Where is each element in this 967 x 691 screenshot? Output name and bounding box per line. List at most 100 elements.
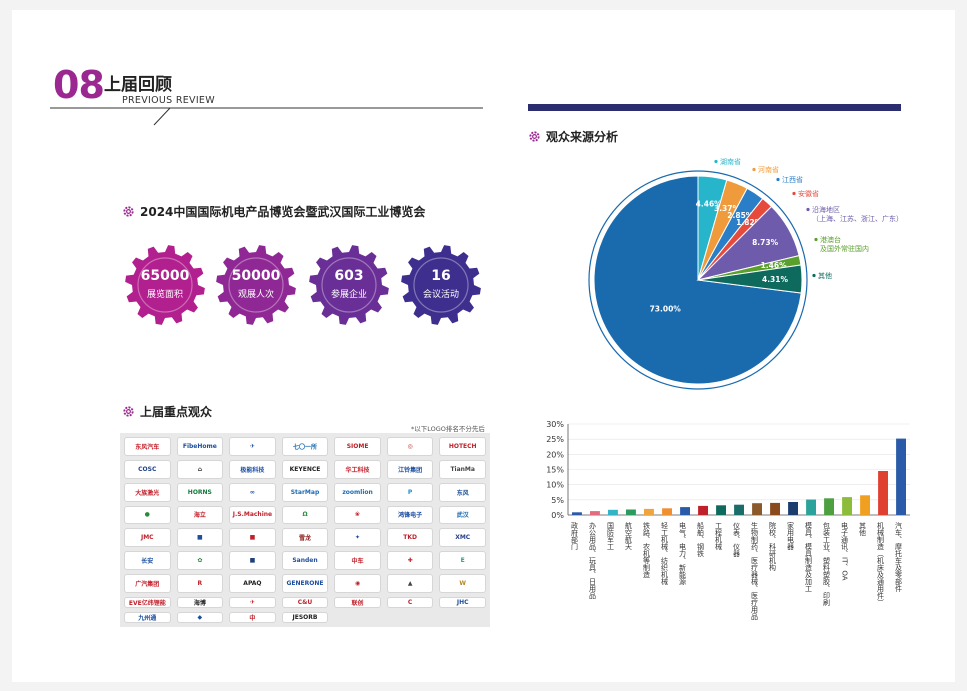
company-logo: ■	[176, 528, 224, 548]
y-tick-label: 5%	[551, 496, 564, 505]
section-underline	[50, 107, 483, 126]
company-logo: ◉	[334, 574, 381, 593]
company-logo-text: E	[460, 557, 465, 565]
pie-label-dot	[814, 237, 818, 242]
company-logo: HORNS	[176, 482, 224, 502]
company-logo-text: 九州通	[138, 615, 157, 622]
expo-title: 2024中国国际机电产品博览会暨武汉国际工业博览会	[140, 205, 426, 219]
company-logo: 极能科技	[229, 459, 276, 479]
bar	[842, 497, 852, 515]
company-logo-text: 海立	[193, 512, 206, 520]
company-logo: E	[439, 551, 486, 571]
company-logo: ⌂	[176, 459, 224, 479]
company-logo: ◎	[386, 437, 434, 456]
company-logo-text: JHC	[456, 599, 469, 606]
company-logo: C&U	[281, 597, 329, 608]
company-logo-text: ✈	[249, 442, 255, 450]
company-logo: 九州通	[124, 612, 171, 623]
company-logo: 中车	[334, 551, 381, 571]
stat-exhibitors: 603 参展企业	[308, 244, 390, 326]
company-logo-text: APAQ	[243, 580, 262, 588]
company-logo-text: Ω	[302, 511, 308, 519]
x-category-label: 船舶、钢铁	[697, 521, 705, 558]
stat-label: 参展企业	[330, 290, 367, 300]
company-logo: 华工科技	[334, 459, 381, 479]
bar	[752, 503, 762, 515]
company-logo-text: 雪龙	[298, 535, 311, 543]
company-logo-text: 东风	[456, 489, 469, 497]
x-category-label: 政府部门	[571, 521, 579, 551]
section-number: 08	[53, 63, 105, 107]
visitor-industry-bar-chart: 0% 5% 10% 15% 20% 25% 30% 政府部门 办公用品、玩具、日用品 国防军工 航空…	[546, 420, 910, 621]
pie-category-label: 安徽省	[798, 189, 819, 198]
pie-value-label: 4.31%	[762, 275, 789, 284]
logo-note: *以下LOGO排名不分先后	[411, 425, 485, 433]
company-logo: 海博	[176, 597, 224, 608]
x-category-label: 电气、电力、新能源	[679, 521, 687, 586]
company-logo-text: ⌂	[197, 465, 202, 473]
stat-value: 65000	[140, 268, 190, 284]
company-logo: TianMa	[439, 459, 486, 479]
key-visitors-heading: 上届重点观众	[122, 403, 212, 420]
y-tick-label: 20%	[546, 450, 564, 459]
x-category-label: 家用电器	[787, 521, 795, 551]
bar	[644, 508, 654, 515]
company-logo: 武汉	[439, 505, 486, 525]
pie-outer-ring	[588, 170, 808, 390]
x-category-label: 仪表、仪器	[733, 522, 741, 558]
company-logo: ✿	[176, 551, 224, 571]
bar	[608, 509, 618, 515]
gear-badge	[216, 245, 296, 325]
company-logo: KEYENCE	[281, 459, 329, 479]
company-logo-text: ▲	[407, 580, 413, 588]
company-logo: W	[439, 574, 486, 593]
header-bar	[528, 104, 901, 111]
company-logo: 雪龙	[281, 528, 329, 548]
company-logo-text: 东风汽车	[135, 443, 160, 451]
gear-badge	[309, 245, 389, 325]
y-tick-label: 25%	[546, 435, 564, 444]
company-logo: C	[386, 597, 434, 608]
gear-icon	[529, 131, 540, 142]
company-logo: ●	[124, 505, 171, 525]
stat-visitors: 50000 观展人次	[215, 244, 297, 326]
company-logo-text: COSC	[138, 465, 157, 473]
x-category-label: 办公用品、玩具、日用品	[589, 521, 597, 600]
pie-value-label: 4.46%	[696, 199, 723, 208]
bar	[788, 502, 798, 515]
company-logo: FibeHome	[176, 437, 224, 456]
pie-category-label: 江西省	[782, 175, 803, 184]
y-tick-label: 10%	[546, 481, 564, 490]
x-category-label: 模具、模具制造及加工	[805, 521, 813, 592]
x-category-label: 其他	[859, 522, 867, 537]
company-logo: APAQ	[229, 574, 276, 593]
company-logo-text: Sanden	[292, 557, 318, 565]
company-logo: 大族激光	[124, 482, 171, 502]
company-logo-text: 联创	[351, 600, 364, 607]
key-visitors-title: 上届重点观众	[140, 405, 213, 419]
company-logo-text: 武汉	[456, 512, 469, 520]
company-logo-text: R	[197, 580, 203, 588]
pie-category-label: 其他	[818, 271, 832, 280]
stat-value: 16	[431, 268, 451, 284]
x-category-label: 铁路、农机等制造	[643, 521, 651, 579]
company-logo-text: GENERONE	[286, 580, 324, 588]
bar	[662, 508, 672, 515]
x-category-label: 电子通讯、IT、OA	[841, 521, 849, 581]
x-category-label: 院校、科研机构	[769, 521, 777, 572]
x-category-label: 汽车、摩托车及零部件	[895, 521, 903, 593]
company-logo-text: ●	[144, 511, 150, 519]
company-logo-text: zoomlion	[342, 488, 373, 496]
pie-value-label: 2.85%	[727, 211, 754, 220]
pie-label-dot	[812, 273, 816, 278]
company-logo: 中	[229, 612, 276, 623]
pie-label-dot	[792, 191, 796, 196]
stat-label: 观展人次	[237, 290, 274, 300]
y-tick-label: 30%	[546, 420, 564, 429]
company-logo-text: ✿	[197, 557, 203, 565]
company-logo-text: ◉	[354, 580, 361, 588]
company-logo: Sanden	[281, 551, 329, 571]
section-title: 上届回顾	[104, 75, 172, 95]
company-logo: R	[176, 574, 224, 593]
